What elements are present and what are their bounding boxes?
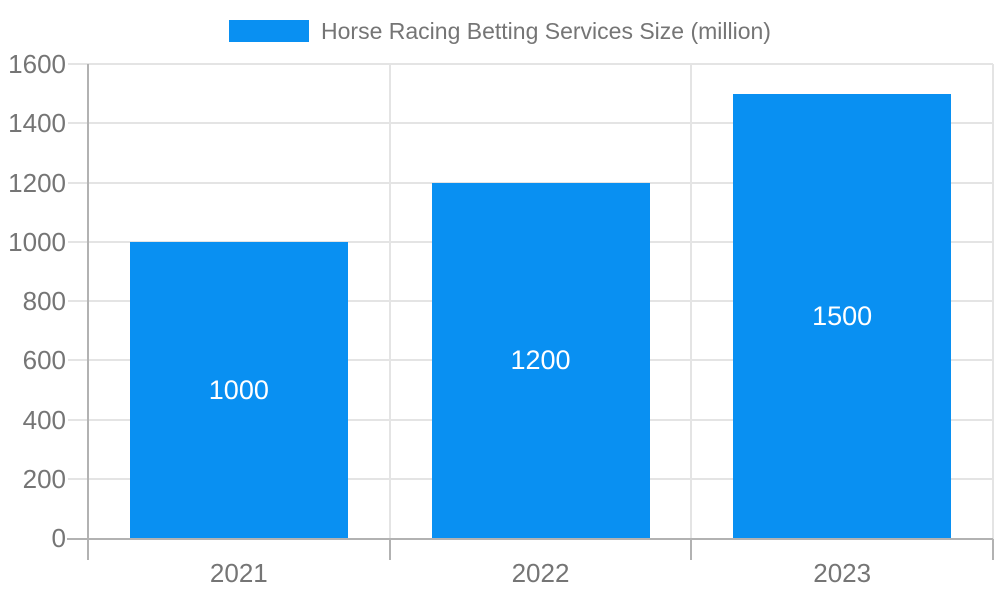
bar (431, 182, 650, 538)
plot-area: 1000 1200 1500 (67, 63, 994, 560)
y-tick-label: 800 (22, 286, 66, 316)
bar (733, 93, 952, 538)
y-tick-label: 400 (22, 404, 66, 435)
y-tick-label: 1400 (8, 108, 66, 139)
tick-mark (388, 539, 391, 560)
y-tick-label: 1200 (8, 167, 66, 198)
bar-value-label: 1500 (812, 300, 873, 331)
bar-value-label: 1200 (510, 345, 571, 376)
legend-label: Horse Racing Betting Services Size (mill… (321, 18, 771, 44)
x-category-label: 2021 (209, 558, 268, 588)
y-tick-label: 1600 (8, 49, 66, 79)
x-category-label: 2022 (511, 558, 570, 588)
x-category-label: 2023 (813, 558, 872, 588)
y-tick-label: 0 (51, 523, 66, 553)
x-axis-line (67, 538, 993, 540)
tick-mark (992, 539, 994, 560)
bar (129, 241, 348, 538)
gridline (388, 64, 391, 539)
y-tick-label: 1000 (8, 226, 66, 257)
gridline (992, 64, 994, 539)
gridline (68, 63, 993, 65)
y-tick-label: 200 (22, 463, 66, 494)
y-axis-line (87, 64, 89, 560)
tick-mark (690, 539, 693, 560)
y-tick-label: 600 (22, 345, 66, 376)
gridline (68, 122, 993, 125)
legend: Horse Racing Betting Services Size (mill… (0, 17, 1000, 45)
legend-swatch (229, 20, 310, 42)
gridline (690, 64, 693, 539)
bar-value-label: 1000 (208, 374, 269, 405)
